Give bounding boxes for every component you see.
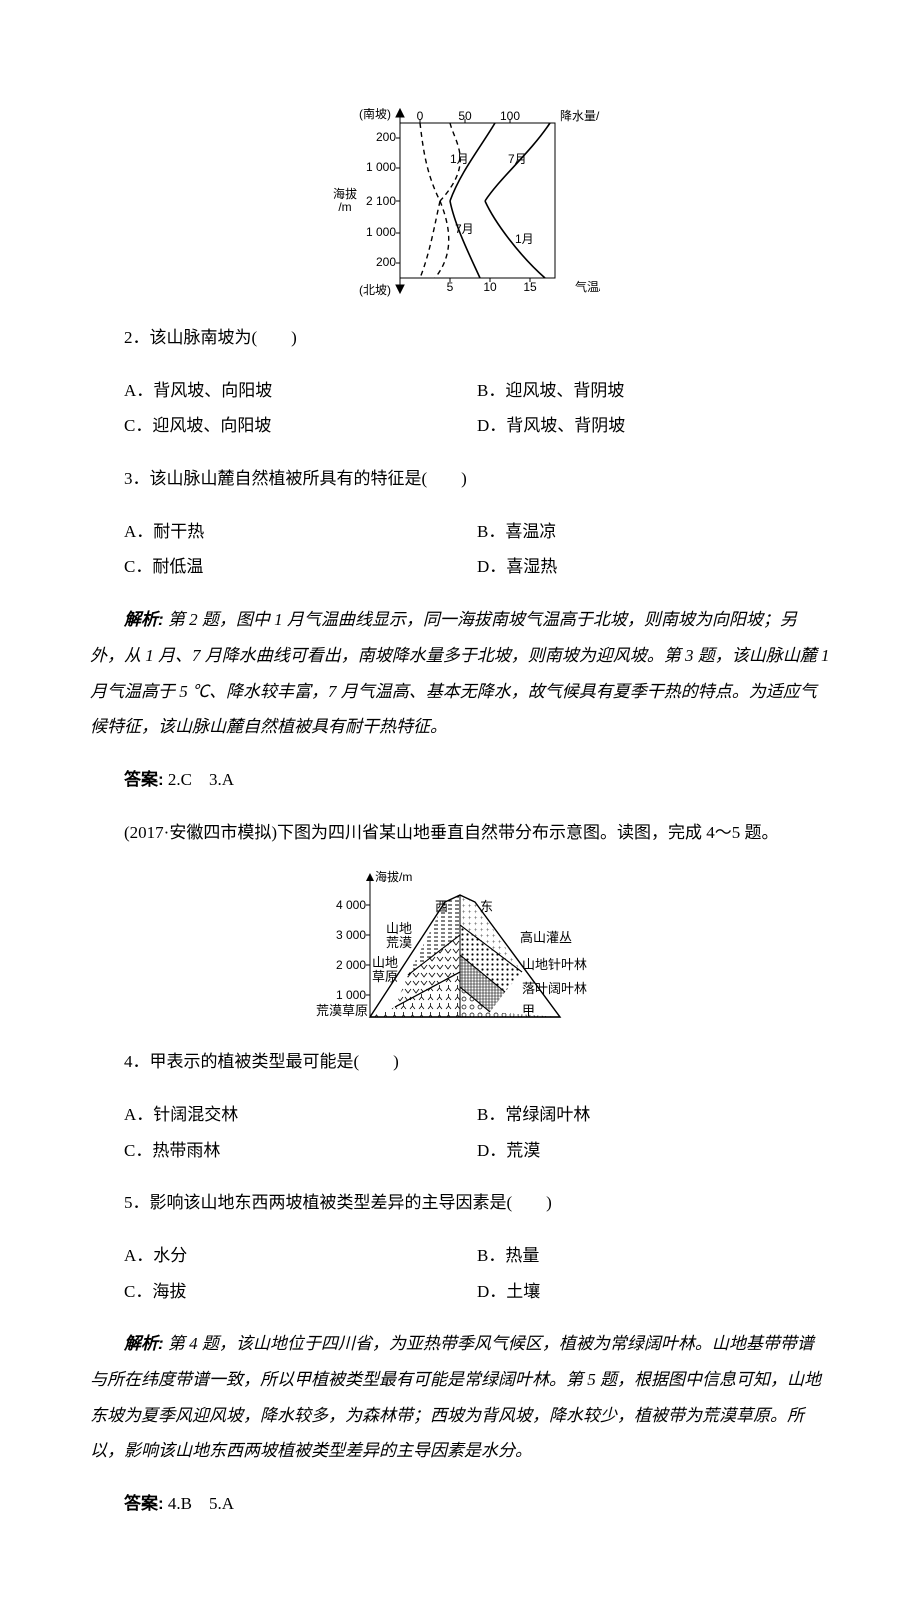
q4-row1: A．针阔混交林 B．常绿阔叶林 bbox=[124, 1097, 830, 1133]
chart1-svg: 0 50 100 降水量/mm 5 10 15 气温/℃ 200 bbox=[320, 108, 600, 303]
answer2-value: 4.B 5.A bbox=[168, 1494, 234, 1513]
q4-B: B．常绿阔叶林 bbox=[477, 1097, 830, 1133]
c2-e0: 高山灌丛 bbox=[520, 930, 572, 945]
c1-label-7m-2: 7月 bbox=[455, 222, 474, 236]
c1-north-label: (南坡) bbox=[359, 108, 391, 121]
c2-e3: 甲 bbox=[522, 1003, 535, 1018]
c2-e1: 山地针叶林 bbox=[522, 957, 587, 972]
c1-ytick-2: 2 100 bbox=[366, 194, 396, 208]
c2-yt-1: 3 000 bbox=[336, 928, 366, 942]
c1-bot-tick-0: 5 bbox=[447, 280, 454, 294]
q3-D: D．喜湿热 bbox=[477, 549, 830, 585]
answer1-label: 答案: bbox=[124, 770, 164, 789]
c2-w2: 荒漠草原 bbox=[316, 1003, 368, 1018]
q3-row2: C．耐低温 D．喜湿热 bbox=[124, 549, 830, 585]
q5-row1: A．水分 B．热量 bbox=[124, 1238, 830, 1274]
analysis1: 解析: 第 2 题，图中 1 月气温曲线显示，同一海拔南坡气温高于北坡，则南坡为… bbox=[90, 602, 830, 745]
analysis2-body: 第 4 题，该山地位于四川省，为亚热带季风气候区，植被为常绿阔叶林。山地基带带谱… bbox=[90, 1334, 821, 1460]
q2-A: A．背风坡、向阳坡 bbox=[124, 373, 477, 409]
q3-C: C．耐低温 bbox=[124, 549, 477, 585]
c1-top-axis-label: 降水量/mm bbox=[560, 109, 600, 123]
q3-A: A．耐干热 bbox=[124, 514, 477, 550]
answer1: 答案: 2.C 3.A bbox=[90, 762, 830, 798]
q2-stem: 2．该山脉南坡为( ) bbox=[90, 320, 830, 356]
q2-D: D．背风坡、背阴坡 bbox=[477, 408, 830, 444]
q4-row2: C．热带雨林 D．荒漠 bbox=[124, 1133, 830, 1169]
q3-row1: A．耐干热 B．喜温凉 bbox=[124, 514, 830, 550]
analysis2-label: 解析: bbox=[124, 1334, 164, 1353]
q4-A: A．针阔混交林 bbox=[124, 1097, 477, 1133]
q5-B: B．热量 bbox=[477, 1238, 830, 1274]
intro2: (2017·安徽四市模拟)下图为四川省某山地垂直自然带分布示意图。读图，完成 4… bbox=[90, 815, 830, 851]
c2-yt-2: 2 000 bbox=[336, 958, 366, 972]
q5-A: A．水分 bbox=[124, 1238, 477, 1274]
c2-w1-l2: 草原 bbox=[372, 969, 398, 984]
c2-w0-l2: 荒漠 bbox=[386, 935, 412, 950]
c1-ytick-1: 1 000 bbox=[366, 160, 396, 174]
q5-D: D．土壤 bbox=[477, 1274, 830, 1310]
answer2: 答案: 4.B 5.A bbox=[90, 1486, 830, 1522]
q2-C: C．迎风坡、向阳坡 bbox=[124, 408, 477, 444]
c1-yaxis-t: 海拔 bbox=[333, 186, 357, 201]
c2-west: 西 bbox=[435, 899, 448, 914]
q2-row2: C．迎风坡、向阳坡 D．背风坡、背阴坡 bbox=[124, 408, 830, 444]
c1-bot-axis-label: 气温/℃ bbox=[575, 279, 600, 294]
c1-ytick-4: 200 bbox=[376, 255, 396, 269]
q4-C: C．热带雨林 bbox=[124, 1133, 477, 1169]
c2-w0-l1: 山地 bbox=[386, 921, 412, 936]
c1-bot-tick-1: 10 bbox=[483, 280, 497, 294]
c2-yt-0: 4 000 bbox=[336, 898, 366, 912]
q2-B: B．迎风坡、背阴坡 bbox=[477, 373, 830, 409]
c1-ytick-3: 1 000 bbox=[366, 225, 396, 239]
c1-label-1m-1: 1月 bbox=[450, 152, 469, 166]
chart2-svg: 4 000 3 000 2 000 1 000 海拔/m bbox=[300, 867, 620, 1027]
q2-row1: A．背风坡、向阳坡 B．迎风坡、背阴坡 bbox=[124, 373, 830, 409]
analysis2: 解析: 第 4 题，该山地位于四川省，为亚热带季风气候区，植被为常绿阔叶林。山地… bbox=[90, 1326, 830, 1469]
c1-yaxis-b: /m bbox=[338, 200, 351, 214]
c2-yaxis-label: 海拔/m bbox=[375, 869, 412, 884]
chart1: 0 50 100 降水量/mm 5 10 15 气温/℃ 200 bbox=[90, 108, 830, 303]
chart2: 4 000 3 000 2 000 1 000 海拔/m bbox=[90, 867, 830, 1027]
c2-w1-l1: 山地 bbox=[372, 955, 398, 970]
q4-D: D．荒漠 bbox=[477, 1133, 830, 1169]
q5-row2: C．海拔 D．土壤 bbox=[124, 1274, 830, 1310]
q5-stem: 5．影响该山地东西两坡植被类型差异的主导因素是( ) bbox=[90, 1185, 830, 1221]
c1-label-7m-1: 7月 bbox=[508, 152, 527, 166]
page: 0 50 100 降水量/mm 5 10 15 气温/℃ 200 bbox=[0, 0, 920, 1599]
c2-e2: 落叶阔叶林 bbox=[522, 981, 587, 996]
q4-stem: 4．甲表示的植被类型最可能是( ) bbox=[90, 1044, 830, 1080]
answer2-label: 答案: bbox=[124, 1494, 164, 1513]
analysis1-body: 第 2 题，图中 1 月气温曲线显示，同一海拔南坡气温高于北坡，则南坡为向阳坡；… bbox=[90, 610, 830, 736]
c1-south-label: (北坡) bbox=[359, 283, 391, 297]
c2-yt-3: 1 000 bbox=[336, 988, 366, 1002]
c1-bot-tick-2: 15 bbox=[523, 280, 537, 294]
q3-stem: 3．该山脉山麓自然植被所具有的特征是( ) bbox=[90, 461, 830, 497]
c1-label-1m-2: 1月 bbox=[515, 232, 534, 246]
analysis1-label: 解析: bbox=[124, 610, 164, 629]
answer1-value: 2.C 3.A bbox=[168, 770, 234, 789]
q5-C: C．海拔 bbox=[124, 1274, 477, 1310]
q3-B: B．喜温凉 bbox=[477, 514, 830, 550]
c2-east: 东 bbox=[480, 899, 493, 914]
c1-ytick-0: 200 bbox=[376, 130, 396, 144]
